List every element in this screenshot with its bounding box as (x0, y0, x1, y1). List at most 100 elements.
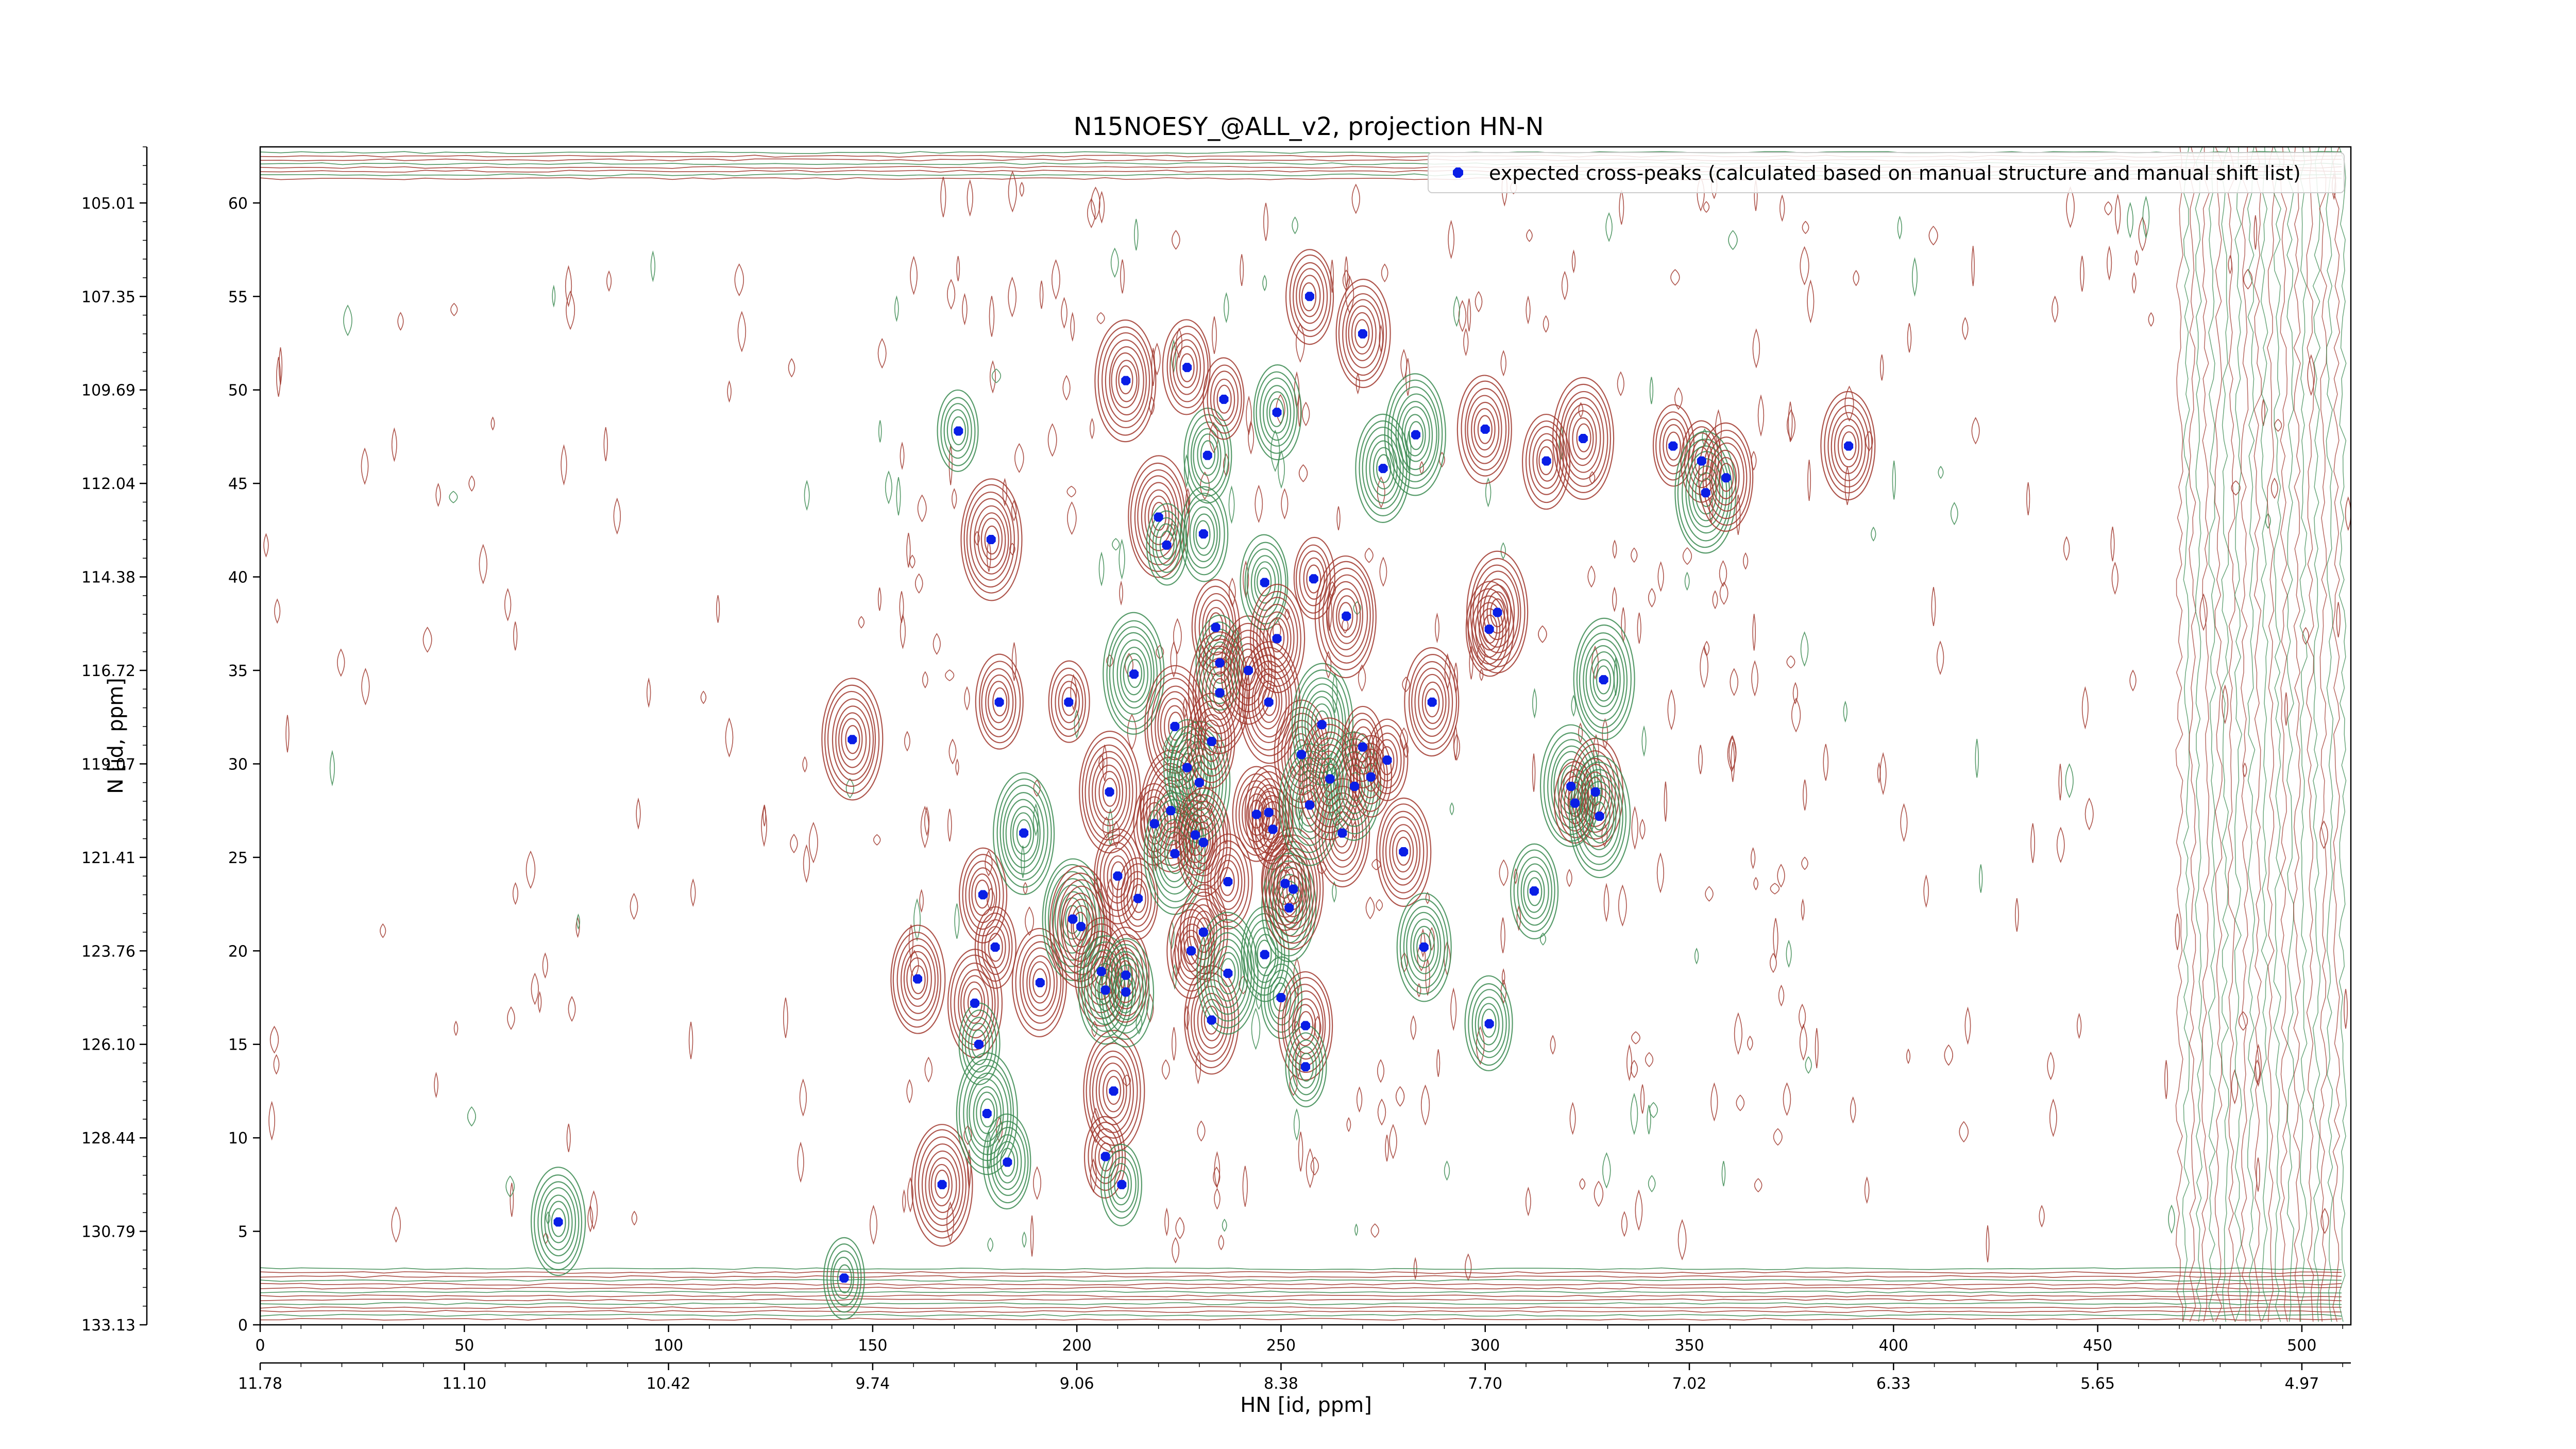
peak-marker (1251, 810, 1261, 819)
peak-marker (986, 535, 996, 544)
peak-marker (1399, 847, 1409, 856)
peak-marker (1096, 967, 1106, 976)
plot-frame (259, 146, 2352, 1326)
ppm-x-tick-label: 6.33 (1876, 1375, 1911, 1393)
peak-marker (1182, 363, 1192, 373)
peak-marker (1578, 434, 1588, 444)
peak-marker (1133, 894, 1143, 903)
peak-marker (1301, 1062, 1310, 1072)
ppm-y-tick-label: 112.04 (81, 475, 135, 493)
x-axis: 0 50 100 150 200 250 300 350 400 450 500 (255, 1325, 2343, 1355)
ppm-x-tick-label: 9.74 (855, 1375, 890, 1393)
peak-marker (1276, 993, 1286, 1002)
peak-marker (1427, 697, 1437, 707)
peak-marker (1149, 819, 1159, 829)
ppm-x-tick-label: 8.38 (1264, 1375, 1298, 1393)
peak-marker (1187, 946, 1196, 956)
x-tick-label: 450 (2083, 1337, 2112, 1355)
peak-marker (1317, 720, 1327, 730)
y-tick-label: 10 (228, 1130, 248, 1148)
legend-label: expected cross-peaks (calculated based o… (1489, 162, 2301, 184)
peak-marker (1480, 424, 1490, 434)
peak-marker (1325, 774, 1335, 784)
peak-marker (1297, 750, 1307, 760)
peak-marker (1121, 376, 1131, 385)
peak-marker (1590, 787, 1600, 797)
peak-marker (1100, 985, 1110, 995)
ppm-y-tick-label: 130.79 (81, 1223, 135, 1241)
x-tick-label: 500 (2287, 1337, 2316, 1355)
peak-marker (1358, 329, 1367, 339)
legend-peak-marker (1453, 167, 1463, 178)
peak-marker (1244, 666, 1253, 675)
peak-marker (994, 697, 1004, 707)
peak-marker (990, 942, 1000, 952)
ppm-y-tick-label: 133.13 (81, 1317, 135, 1335)
peak-marker (1003, 1157, 1012, 1167)
x-tick-label: 350 (1674, 1337, 1704, 1355)
ppm-x-tick-label: 4.97 (2284, 1375, 2319, 1393)
x-tick-label: 300 (1470, 1337, 1500, 1355)
peak-marker (1541, 456, 1551, 466)
peak-marker (1304, 292, 1314, 301)
peak-marker (937, 1180, 947, 1189)
ppm-x-tick-label: 7.70 (1468, 1375, 1502, 1393)
ppm-y-tick-label: 121.41 (81, 849, 135, 867)
peak-marker (1484, 1019, 1494, 1029)
x-tick-label: 250 (1266, 1337, 1296, 1355)
peak-marker (1211, 622, 1221, 632)
y-tick-label: 5 (238, 1223, 248, 1241)
peak-marker (1595, 812, 1604, 821)
peak-marker (1019, 828, 1029, 838)
ppm-y-tick-label: 114.38 (81, 569, 135, 587)
peak-marker (1272, 634, 1282, 644)
legend: expected cross-peaks (calculated based o… (1428, 152, 2345, 193)
peak-marker (1121, 970, 1131, 980)
x-tick-label: 150 (858, 1337, 887, 1355)
ppm-x-tick-label: 11.78 (238, 1375, 282, 1393)
y-axis: 0 5 10 15 20 25 30 35 40 45 50 55 60 (228, 195, 260, 1335)
x-axis-label: HN [id, ppm] (1240, 1393, 1372, 1417)
ppm-y-tick-label: 116.72 (81, 662, 135, 680)
peak-marker (1721, 473, 1731, 483)
ppm-y-tick-label: 107.35 (81, 288, 135, 306)
peak-marker (1154, 512, 1163, 522)
peak-marker (1202, 450, 1212, 460)
peak-marker (1170, 721, 1180, 731)
peak-marker (1207, 1015, 1216, 1025)
peak-marker (1113, 871, 1123, 881)
peak-marker (1207, 736, 1216, 746)
peak-marker (1064, 697, 1074, 707)
ppm-y-tick-label: 109.69 (81, 382, 135, 400)
ppm-y-tick-label: 123.76 (81, 942, 135, 961)
peak-marker (839, 1273, 849, 1283)
peak-marker (1309, 574, 1318, 584)
ppm-x-axis: 11.78 11.10 10.42 9.74 9.06 8.38 7.70 7.02 6.33 5… (238, 1362, 2351, 1393)
peak-marker (1566, 781, 1576, 791)
peak-marker (1166, 806, 1176, 816)
y-tick-label: 40 (228, 569, 248, 587)
peak-marker (553, 1217, 563, 1227)
y-tick-label: 15 (228, 1036, 248, 1054)
peak-marker (1411, 430, 1420, 440)
peak-marker (1215, 688, 1225, 698)
peak-marker (1358, 742, 1367, 752)
peak-marker (1198, 928, 1208, 937)
y-tick-label: 60 (228, 195, 248, 213)
peak-marker (1701, 488, 1710, 498)
y-tick-label: 30 (228, 755, 248, 773)
peak-marker (1382, 755, 1392, 765)
peak-marker (1260, 950, 1269, 959)
peak-marker (1301, 1021, 1310, 1031)
peak-marker (1260, 578, 1269, 587)
y-tick-label: 0 (238, 1317, 248, 1335)
peak-marker (1264, 807, 1274, 817)
peak-marker (1493, 608, 1502, 617)
peak-marker (1366, 772, 1376, 782)
peak-marker (1284, 903, 1294, 913)
peak-marker (1844, 441, 1854, 451)
ppm-x-tick-label: 5.65 (2080, 1375, 2115, 1393)
legend-box (1428, 152, 2345, 193)
peak-marker (1342, 611, 1351, 621)
